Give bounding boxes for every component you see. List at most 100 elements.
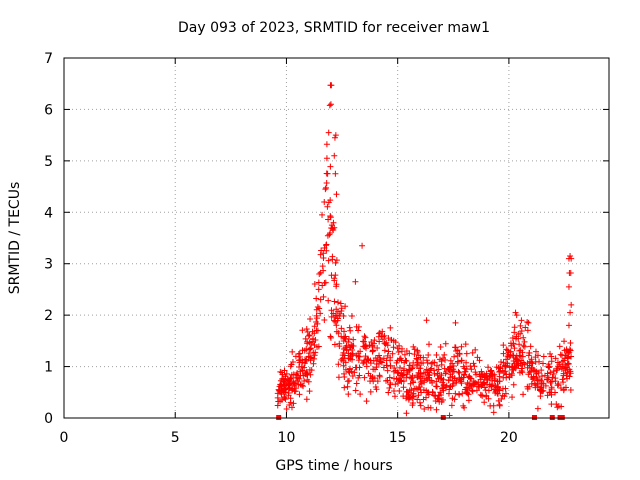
data-point (498, 358, 505, 365)
data-point (414, 347, 421, 354)
data-point (277, 398, 284, 405)
data-point (398, 357, 405, 364)
data-point (516, 341, 523, 348)
data-point (451, 344, 458, 351)
data-point (314, 304, 321, 311)
data-point (433, 362, 440, 369)
data-point (355, 327, 362, 334)
data-point (327, 214, 334, 221)
data-point (496, 368, 503, 375)
data-point (538, 387, 545, 394)
data-point (446, 386, 453, 393)
data-point (333, 191, 340, 198)
data-point (371, 375, 378, 382)
data-point (399, 372, 406, 379)
data-point (365, 370, 372, 377)
data-point (319, 282, 326, 289)
data-point (326, 102, 333, 109)
data-point (517, 322, 524, 329)
data-point (277, 368, 284, 375)
data-point (415, 392, 422, 399)
data-point (349, 351, 356, 358)
data-point (339, 352, 346, 359)
data-point (347, 327, 354, 334)
data-point (550, 368, 557, 375)
data-point (494, 390, 501, 397)
data-point (360, 338, 367, 345)
data-point (335, 361, 342, 368)
data-point (544, 392, 551, 399)
data-point (338, 308, 345, 315)
data-point (357, 348, 364, 355)
data-point (403, 410, 410, 417)
chart-title: Day 093 of 2023, SRMTID for receiver maw… (178, 20, 490, 36)
data-point (355, 357, 362, 364)
data-point (471, 381, 478, 388)
data-point (510, 381, 517, 388)
y-tick-label: 3 (44, 257, 53, 273)
data-point (567, 269, 574, 276)
data-point (342, 303, 349, 310)
data-point (568, 301, 575, 308)
data-point (465, 373, 472, 380)
data-point (565, 283, 572, 290)
data-point (545, 364, 552, 371)
data-point (515, 362, 522, 369)
data-point (512, 365, 519, 372)
data-point (542, 382, 549, 389)
x-tick-label: 20 (500, 430, 518, 446)
data-point (538, 367, 545, 374)
data-point (361, 333, 368, 340)
y-tick-label: 5 (44, 154, 53, 170)
data-point (568, 353, 575, 360)
data-point (297, 381, 304, 388)
data-point (323, 141, 330, 148)
data-point (294, 374, 301, 381)
data-point (345, 339, 352, 346)
data-point (389, 350, 396, 357)
data-point (302, 371, 309, 378)
data-point (420, 359, 427, 366)
data-point (490, 402, 497, 409)
plot-frame (63, 57, 610, 419)
data-point (363, 343, 370, 350)
data-point (288, 385, 295, 392)
data-point (296, 364, 303, 371)
data-point (563, 364, 570, 371)
data-point (403, 395, 410, 402)
data-point (302, 335, 309, 342)
y-tick-label: 0 (44, 411, 53, 427)
data-point (410, 378, 417, 385)
data-point (554, 382, 561, 389)
data-point (548, 353, 555, 360)
data-point (420, 354, 427, 361)
data-point (527, 343, 534, 350)
data-point (506, 354, 513, 361)
data-point (535, 369, 542, 376)
data-point (556, 343, 563, 350)
data-point (447, 383, 454, 390)
data-point (289, 348, 296, 355)
data-point (474, 354, 481, 361)
data-point (509, 394, 516, 401)
data-point (364, 356, 371, 363)
data-point (513, 335, 519, 342)
data-point (301, 356, 308, 363)
data-point (565, 360, 572, 367)
data-point (528, 359, 535, 366)
data-point (311, 355, 318, 362)
data-point (327, 101, 334, 108)
data-point (332, 318, 339, 325)
data-point (524, 327, 531, 334)
data-point (374, 378, 381, 385)
data-point (479, 381, 486, 388)
data-point (468, 366, 475, 373)
data-point (437, 343, 444, 350)
data-point (438, 372, 445, 379)
data-point (526, 369, 533, 376)
data-point (557, 351, 564, 358)
data-point (280, 378, 287, 385)
data-point (481, 384, 488, 391)
data-point (374, 355, 381, 362)
data-point (399, 345, 406, 352)
